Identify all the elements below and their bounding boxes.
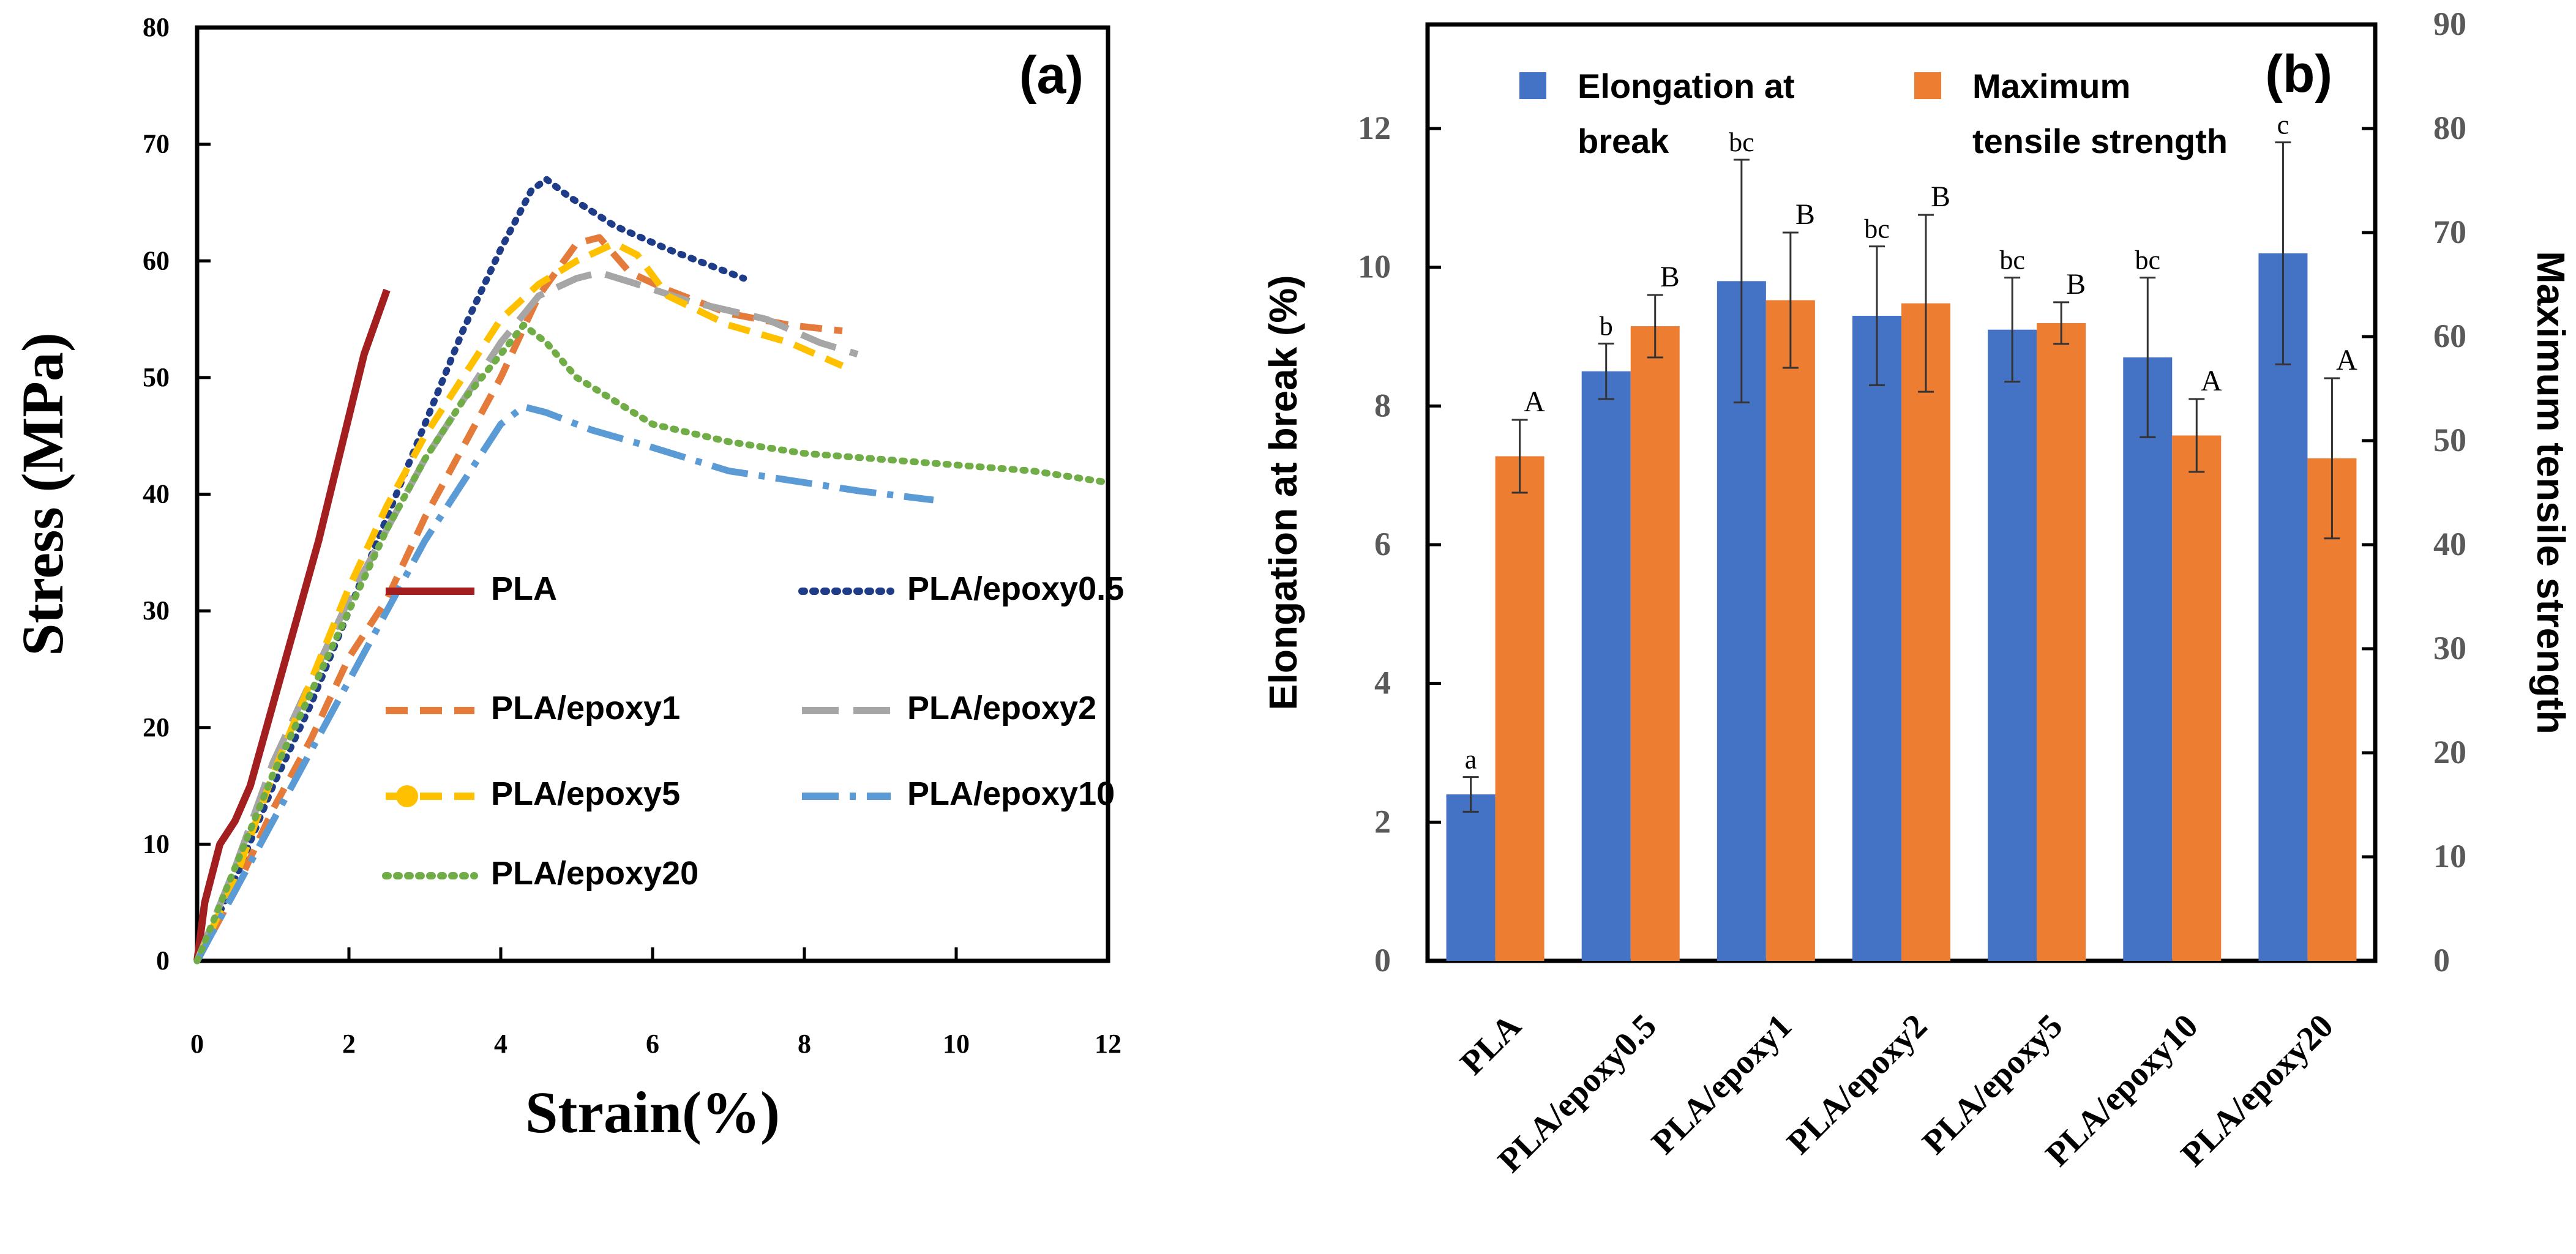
bar-elongation xyxy=(1852,316,1901,961)
right-tick-label: 80 xyxy=(2433,110,2466,146)
x-category-label: PLA/epoxy1 xyxy=(1644,1007,1799,1162)
x-axis-label: Strain(%) xyxy=(525,1080,780,1145)
significance-letter: B xyxy=(1795,198,1815,231)
right-tick-label: 60 xyxy=(2433,318,2466,354)
right-tick-label: 10 xyxy=(2433,838,2466,875)
bar-strength xyxy=(1901,303,1950,961)
significance-letter: B xyxy=(1931,181,1950,213)
series-line-2 xyxy=(193,176,747,965)
y-tick-label: 50 xyxy=(143,362,170,392)
panel-title: (a) xyxy=(1019,46,1084,105)
x-tick-label: 10 xyxy=(943,1029,970,1059)
legend-label-line: tensile strength xyxy=(1972,122,2228,160)
significance-letter: A xyxy=(1524,386,1545,418)
x-tick-label: 0 xyxy=(190,1029,204,1059)
significance-letter: bc xyxy=(2135,245,2161,275)
bar-elongation xyxy=(2258,253,2308,961)
bar-elongation xyxy=(1581,371,1631,961)
y-tick-label: 30 xyxy=(143,595,170,625)
y-tick-label: 40 xyxy=(143,479,170,509)
bar-strength xyxy=(1630,326,1680,961)
y-axis-label: Stress (MPa) xyxy=(10,332,75,656)
y-tick-label: 60 xyxy=(143,245,170,275)
right-tick-label: 90 xyxy=(2433,6,2466,42)
x-tick-label: 12 xyxy=(1095,1029,1121,1059)
x-tick-label: 8 xyxy=(798,1029,811,1059)
bar-elongation xyxy=(1988,329,2037,961)
series-line-1 xyxy=(193,288,391,961)
significance-letter: b xyxy=(1600,311,1613,341)
legend-label-6: PLA/epoxy10 xyxy=(907,775,1115,812)
bar-strength xyxy=(2172,435,2222,961)
left-tick-label: 12 xyxy=(1358,110,1391,146)
left-tick-label: 4 xyxy=(1374,665,1391,701)
bar-strength xyxy=(2307,458,2357,961)
significance-letter: bc xyxy=(1864,214,1890,244)
legend-label-1: PLA xyxy=(491,570,557,607)
legend-swatch-2 xyxy=(1914,72,1941,99)
legend-label-2: PLA/epoxy0.5 xyxy=(907,570,1124,607)
legend-label-7: PLA/epoxy20 xyxy=(491,855,698,892)
x-tick-label: 6 xyxy=(646,1029,659,1059)
right-tick-label: 0 xyxy=(2433,942,2450,979)
series-line-6 xyxy=(194,403,934,963)
plot-frame xyxy=(195,25,1110,963)
legend-label-4: PLA/epoxy2 xyxy=(907,690,1096,726)
x-category-label: PLA/epoxy2 xyxy=(1780,1007,1934,1162)
x-tick-label: 4 xyxy=(494,1029,507,1059)
significance-letter: c xyxy=(2277,110,2290,140)
left-tick-label: 8 xyxy=(1374,387,1391,424)
significance-letter: B xyxy=(2066,268,2086,300)
legend-label-line: Maximum xyxy=(1972,67,2130,105)
right-tick-label: 20 xyxy=(2433,734,2466,771)
legend-label-line: Elongation at xyxy=(1578,67,1795,105)
y-tick-label: 80 xyxy=(143,12,170,42)
significance-letter: B xyxy=(1660,261,1680,293)
left-tick-label: 2 xyxy=(1374,803,1391,840)
x-tick-label: 2 xyxy=(342,1029,356,1059)
legend-label-3: PLA/epoxy1 xyxy=(491,690,680,726)
left-tick-label: 10 xyxy=(1358,248,1391,285)
bar-strength xyxy=(1495,456,1544,961)
x-category-label: PLA xyxy=(1453,1007,1529,1082)
significance-letter: A xyxy=(2201,365,2222,397)
significance-letter: a xyxy=(1465,745,1477,775)
right-tick-label: 30 xyxy=(2433,630,2466,666)
right-tick-label: 70 xyxy=(2433,214,2466,250)
right-axis-label: Maximum tensile strength xyxy=(2529,251,2573,734)
panel-a-stress-strain-chart: 0 10 20 30 40 50 60 70 80 0 2 4 6 8 10 12 Strain(%) Stres… xyxy=(10,12,1124,1145)
y-tick-label: 10 xyxy=(143,829,170,859)
left-tick-label: 6 xyxy=(1374,526,1391,562)
bar-strength xyxy=(2037,323,2086,961)
legend-swatch-1 xyxy=(1519,72,1546,99)
legend-label-line: break xyxy=(1578,122,1669,160)
panel-b-bar-chart: 0 2 4 6 8 10 12 0 10 20 30 40 50 60 70 80 90 Elongation a… xyxy=(1261,6,2573,1180)
legend-label-5: PLA/epoxy5 xyxy=(491,775,680,812)
series-line-4 xyxy=(193,269,859,963)
y-tick-label: 70 xyxy=(143,129,170,159)
series-line-7 xyxy=(193,321,1112,965)
right-tick-label: 40 xyxy=(2433,526,2466,562)
left-tick-label: 0 xyxy=(1374,942,1391,979)
legend-marker xyxy=(396,785,418,807)
right-tick-label: 50 xyxy=(2433,422,2466,458)
left-axis-label: Elongation at break (%) xyxy=(1261,275,1305,710)
bar-strength xyxy=(1765,300,1815,961)
y-tick-label: 20 xyxy=(143,712,170,742)
significance-letter: A xyxy=(2336,344,2357,376)
bar-elongation xyxy=(1446,794,1496,961)
panel-title: (b) xyxy=(2265,45,2332,103)
significance-letter: bc xyxy=(1999,245,2025,275)
significance-letter: bc xyxy=(1729,127,1754,157)
y-tick-label: 0 xyxy=(156,946,170,976)
bar-elongation xyxy=(2123,357,2173,961)
